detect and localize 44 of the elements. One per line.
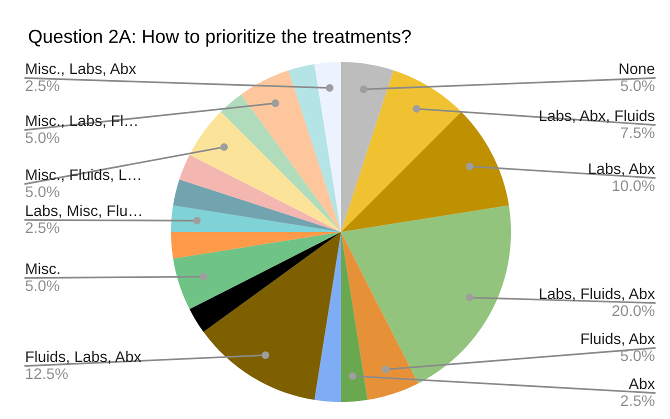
slice-label: Misc., Labs, Abx — [26, 62, 136, 76]
slice-label: Labs, Misc, Flu… — [26, 204, 141, 218]
pie-slice — [341, 112, 509, 232]
data-label: 5.0% — [620, 350, 654, 362]
pie-slice — [341, 205, 511, 384]
pie-slice — [341, 70, 462, 232]
slice-label: Misc., Fluids, L… — [26, 168, 140, 182]
slice-label: Labs, Abx, Fluids — [540, 110, 654, 123]
pie-slice — [314, 232, 341, 402]
pie-slice — [179, 154, 341, 232]
data-label: 2.5% — [26, 222, 60, 234]
pie-slice — [314, 62, 341, 232]
slice-label: Labs, Abx — [589, 162, 655, 176]
pie-slice — [341, 232, 418, 400]
pie-slice — [341, 62, 394, 232]
slice-label: Misc., Labs, Fl… — [26, 114, 137, 128]
pie-slice — [171, 232, 341, 259]
pie-slice — [173, 232, 341, 310]
slice-label: Abx — [628, 378, 655, 390]
data-label: 5.0% — [26, 186, 60, 198]
data-label: 7.5% — [620, 127, 654, 138]
data-label: 12.5% — [26, 368, 68, 380]
data-label: 2.5% — [26, 80, 60, 92]
data-label: 5.0% — [26, 132, 60, 144]
slice-label: None — [620, 63, 654, 74]
data-label: 20.0% — [612, 305, 654, 316]
pie-slice — [241, 70, 341, 232]
data-label: 5.0% — [26, 280, 60, 292]
pie-slice — [203, 232, 341, 400]
pie-slice — [171, 205, 341, 232]
slice-label: Labs, Fluids, Abx — [540, 288, 655, 301]
pie-slice — [220, 94, 341, 232]
data-label: 5.0% — [620, 80, 654, 92]
slice-label: Fluids, Abx — [582, 332, 655, 346]
pie-slice — [173, 179, 341, 232]
slice-label: Fluids, Labs, Abx — [26, 350, 142, 364]
data-label: 2.5% — [620, 395, 654, 406]
slice-label: Misc. — [26, 262, 60, 274]
pie-slice — [190, 112, 341, 232]
pie-slice — [190, 232, 341, 332]
pie-slice — [341, 232, 368, 402]
chart-title: Question 2A: How to prioritize the treatments? — [28, 29, 411, 47]
data-label: 10.0% — [612, 180, 654, 192]
pie-slice — [288, 64, 341, 232]
